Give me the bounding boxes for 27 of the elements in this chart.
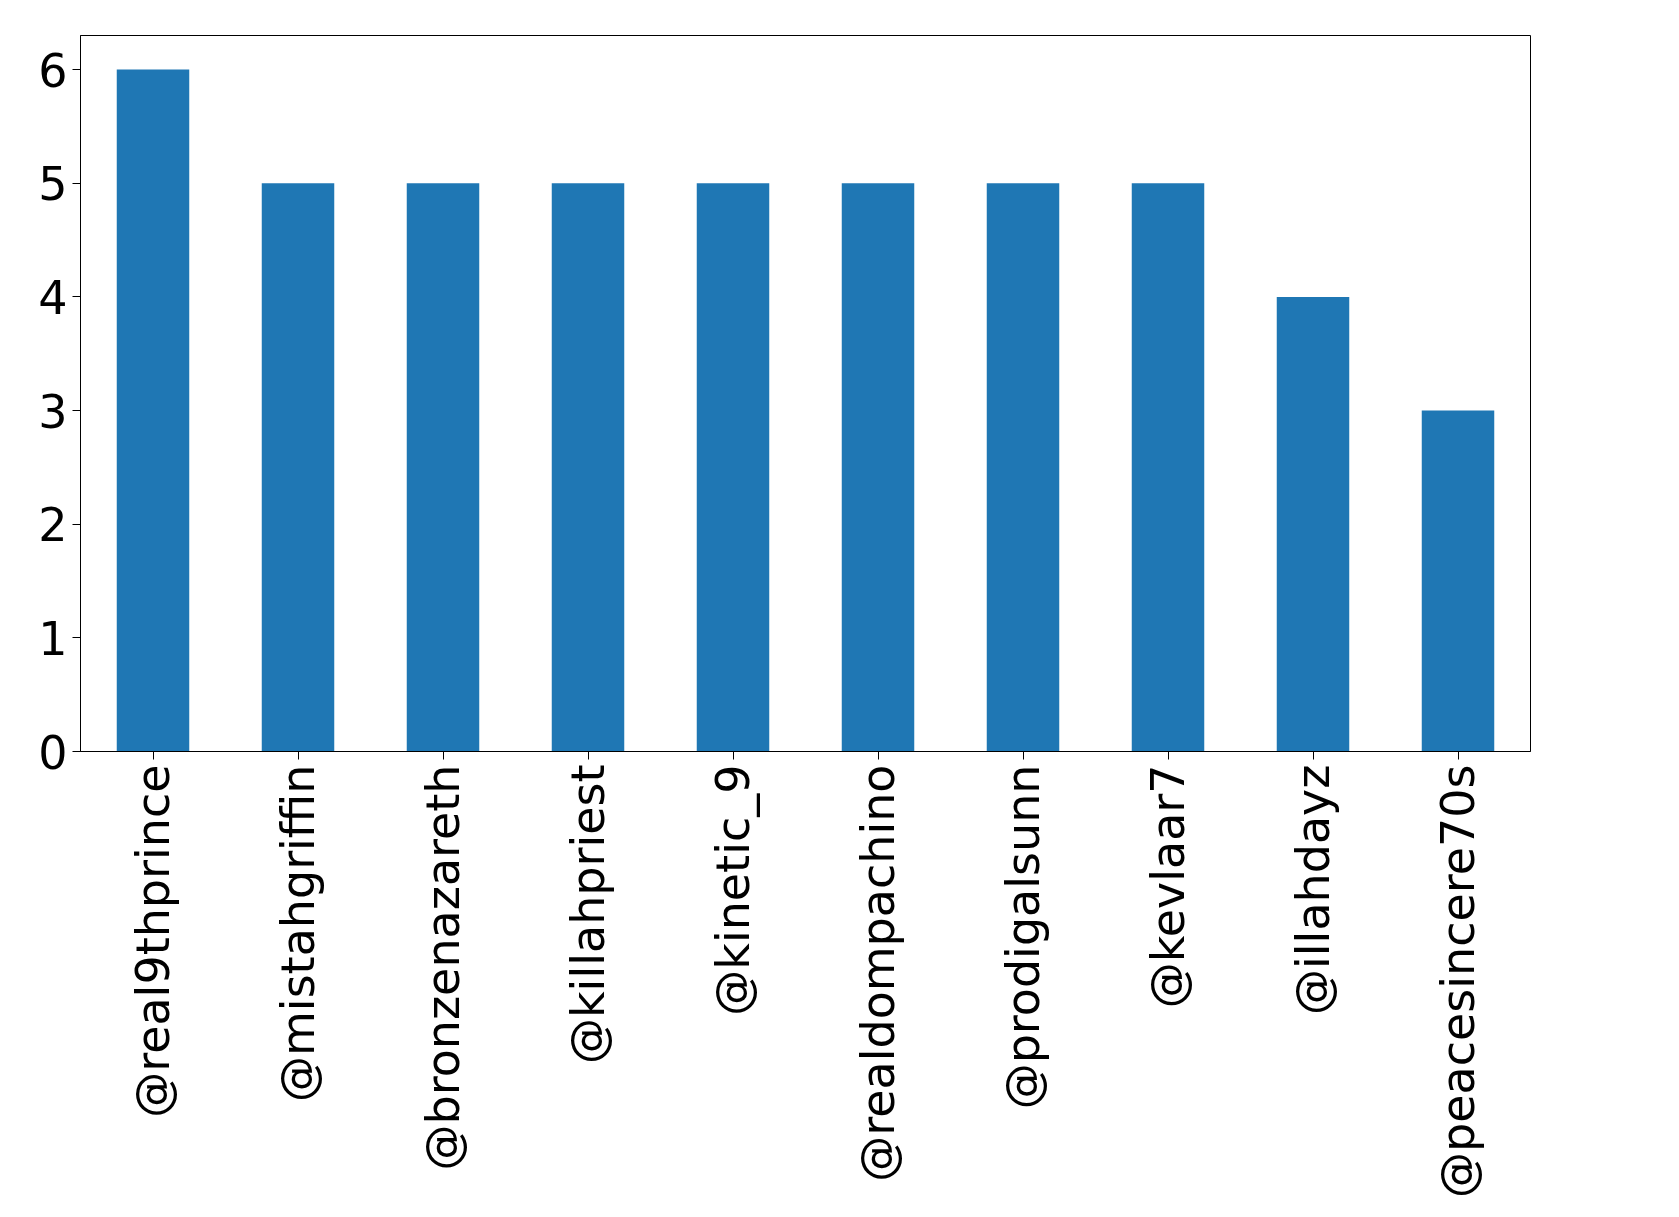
x-tick-label: @illahdayz	[1286, 764, 1340, 1015]
x-tick-label: @killahpriest	[561, 764, 615, 1065]
y-tick-label: 2	[38, 498, 68, 553]
x-tick-label: @peacesincere70s	[1431, 764, 1485, 1198]
bar	[841, 183, 915, 752]
x-tick-label: @prodigalsunn	[996, 764, 1050, 1110]
y-tick-label: 5	[38, 157, 68, 212]
x-tick-label: @bronzenazareth	[416, 764, 470, 1171]
x-tick-label: @real9thprince	[126, 764, 180, 1118]
y-tick-label: 1	[38, 611, 68, 666]
bar	[551, 183, 625, 752]
bar	[1276, 296, 1350, 752]
y-tick-label: 4	[38, 270, 68, 325]
x-tick-label: @mistahgriffin	[271, 764, 325, 1102]
bar	[261, 183, 335, 752]
y-tick-label: 6	[38, 43, 68, 98]
x-tick-label: @realdompachino	[851, 764, 905, 1182]
bar	[986, 183, 1060, 752]
bar	[406, 183, 480, 752]
x-tick-label: @kinetic_9	[706, 764, 760, 1016]
y-tick-label: 3	[38, 384, 68, 439]
bar	[1421, 410, 1495, 752]
bar	[696, 183, 770, 752]
bar	[116, 69, 190, 752]
y-tick-label: 0	[38, 725, 68, 780]
x-tick-label: @kevlaar7	[1141, 764, 1195, 1009]
bar	[1131, 183, 1205, 752]
